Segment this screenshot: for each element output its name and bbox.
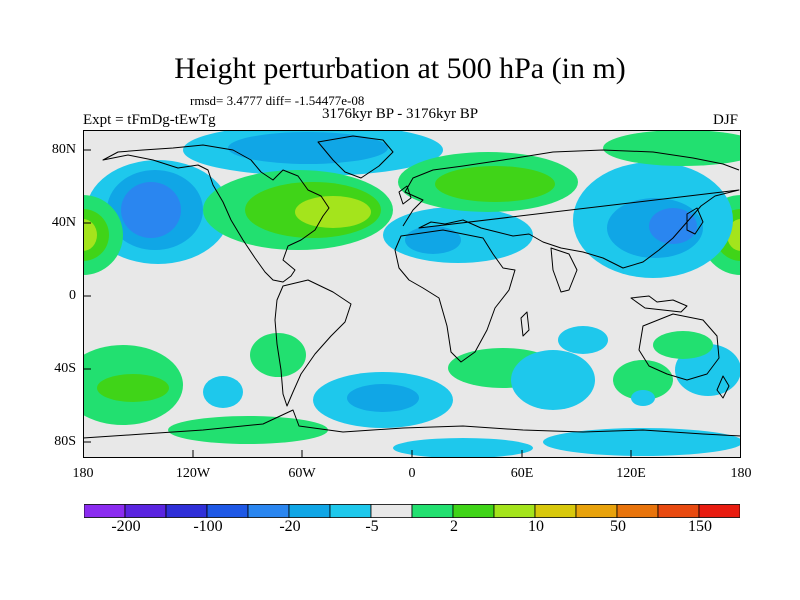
colorbar-label-0: -200 bbox=[111, 518, 141, 535]
anomaly-arctic-core bbox=[228, 132, 388, 164]
anomaly-eur-core bbox=[435, 166, 555, 202]
colorbar-label-1: -100 bbox=[193, 518, 223, 535]
colorbar-label-6: 50 bbox=[610, 518, 626, 535]
coast-indonesia bbox=[630, 295, 688, 313]
colorbar-box-5 bbox=[288, 504, 331, 518]
anomaly-aus-pos-north bbox=[653, 331, 713, 359]
colorbar-box-9 bbox=[452, 504, 495, 518]
colorbar-label-7: 150 bbox=[688, 518, 712, 535]
colorbar-box-6 bbox=[329, 504, 372, 518]
anomaly-ind-neg bbox=[511, 350, 595, 410]
lat-label-40n: 40N bbox=[51, 215, 76, 230]
colorbar-box-15 bbox=[698, 504, 740, 518]
colorbar-box-10 bbox=[493, 504, 536, 518]
coast-australia bbox=[638, 313, 720, 381]
anomaly-ind-neg-small bbox=[558, 326, 608, 354]
coast-eurasia bbox=[402, 149, 740, 269]
colorbar-box-13 bbox=[616, 504, 659, 518]
anomaly-so-neg-2 bbox=[393, 438, 533, 458]
lon-label-120w: 120W bbox=[175, 466, 211, 481]
experiment-label: Expt = tFmDg-tEwTg bbox=[83, 112, 216, 128]
lon-label-180e: 180 bbox=[730, 466, 752, 481]
coast-north-america bbox=[102, 144, 330, 283]
lon-label-120e: 120E bbox=[616, 466, 646, 481]
colorbar-box-1 bbox=[124, 504, 167, 518]
season-label: DJF bbox=[713, 112, 739, 128]
colorbar-box-8 bbox=[411, 504, 454, 518]
anomaly-eur-neg-mid bbox=[405, 226, 461, 254]
map-panel bbox=[83, 130, 741, 458]
period-label: 3176kyr BP - 3176kyr BP bbox=[322, 106, 479, 122]
anomaly-siberia bbox=[603, 130, 741, 166]
colorbar-box-14 bbox=[657, 504, 700, 518]
coast-africa bbox=[394, 229, 516, 363]
colorbar-label-2: -20 bbox=[279, 518, 301, 535]
colorbar-box-2 bbox=[165, 504, 208, 518]
anomaly-samer-pos-band bbox=[168, 416, 328, 444]
lat-label-40s: 40S bbox=[54, 361, 76, 376]
lon-label-0: 0 bbox=[408, 466, 416, 481]
lat-label-0: 0 bbox=[69, 288, 76, 303]
coast-india bbox=[550, 247, 578, 293]
colorbar-box-0 bbox=[84, 504, 126, 518]
colorbar-box-12 bbox=[575, 504, 618, 518]
coast-antarctica bbox=[83, 409, 741, 439]
anomaly-sam-pos bbox=[250, 333, 306, 377]
colorbar bbox=[84, 504, 740, 518]
lon-label-60e: 60E bbox=[510, 466, 534, 481]
colorbar-label-4: 2 bbox=[450, 518, 458, 535]
anomaly-satl-neg-core bbox=[347, 384, 419, 412]
coast-south-america bbox=[274, 279, 352, 407]
chart-title: Height perturbation at 500 hPa (in m) bbox=[174, 52, 626, 85]
axis-ticks bbox=[83, 149, 741, 458]
anomaly-so-neg bbox=[543, 428, 741, 456]
colorbar-box-11 bbox=[534, 504, 577, 518]
lon-label-60w: 60W bbox=[288, 466, 316, 481]
coast-japan bbox=[686, 207, 704, 235]
stats-line: rmsd= 3.4777 diff= -1.54477e-08 bbox=[190, 93, 365, 108]
lon-label-180w: 180 bbox=[72, 466, 94, 481]
lat-label-80s: 80S bbox=[54, 434, 76, 449]
anomaly-spac-pos-core bbox=[97, 374, 169, 402]
anomaly-asia-core bbox=[649, 208, 697, 244]
colorbar-label-3: -5 bbox=[365, 518, 379, 535]
coast-madagascar bbox=[520, 311, 530, 337]
lat-label-80n: 80N bbox=[51, 142, 76, 157]
anomaly-npac-core bbox=[121, 182, 181, 238]
colorbar-box-3 bbox=[206, 504, 249, 518]
anomaly-aus-neg-south bbox=[631, 390, 655, 406]
coast-greenland bbox=[317, 135, 394, 179]
anomaly-natl-core bbox=[295, 196, 371, 228]
coast-new-zealand bbox=[716, 375, 730, 399]
colorbar-label-5: 10 bbox=[528, 518, 544, 535]
coast-british-isles bbox=[398, 185, 412, 205]
anomaly-dateline-west-core bbox=[83, 219, 97, 251]
colorbar-box-7 bbox=[370, 504, 413, 518]
coastlines bbox=[83, 135, 741, 439]
anomaly-sepac-neg bbox=[203, 376, 243, 408]
colorbar-box-4 bbox=[247, 504, 290, 518]
